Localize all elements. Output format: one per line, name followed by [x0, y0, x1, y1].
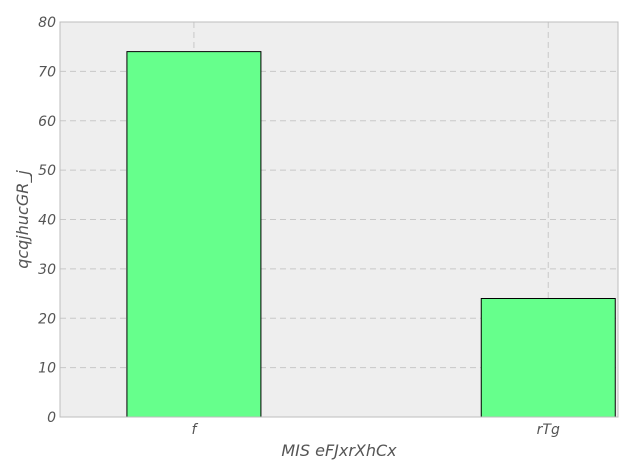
- y-tick-label-0: 0: [47, 410, 56, 426]
- plot-frame: [59, 21, 619, 418]
- x-tick-label-1: rTg: [537, 422, 560, 438]
- y-tick-label-1: 10: [38, 361, 56, 377]
- y-tick-label-8: 80: [38, 15, 56, 31]
- y-tick-label-6: 60: [38, 114, 56, 130]
- bar-1: [480, 298, 616, 418]
- x-axis-label: MIS eFJxrXhCx: [281, 441, 397, 460]
- y-tick-label-3: 30: [38, 262, 56, 278]
- y-axis-label: qcqjhucGR_j: [13, 170, 33, 269]
- y-tick-label-7: 70: [38, 64, 56, 80]
- y-tick-labels: 0 10 20 30 40 50 60 70 80: [38, 15, 56, 426]
- x-tick-labels: f rTg: [191, 422, 560, 438]
- y-tick-label-4: 40: [38, 213, 56, 229]
- bar-0: [126, 51, 262, 418]
- y-tick-label-2: 20: [38, 311, 56, 327]
- y-tick-label-5: 50: [38, 163, 56, 179]
- x-tick-label-0: f: [191, 422, 198, 438]
